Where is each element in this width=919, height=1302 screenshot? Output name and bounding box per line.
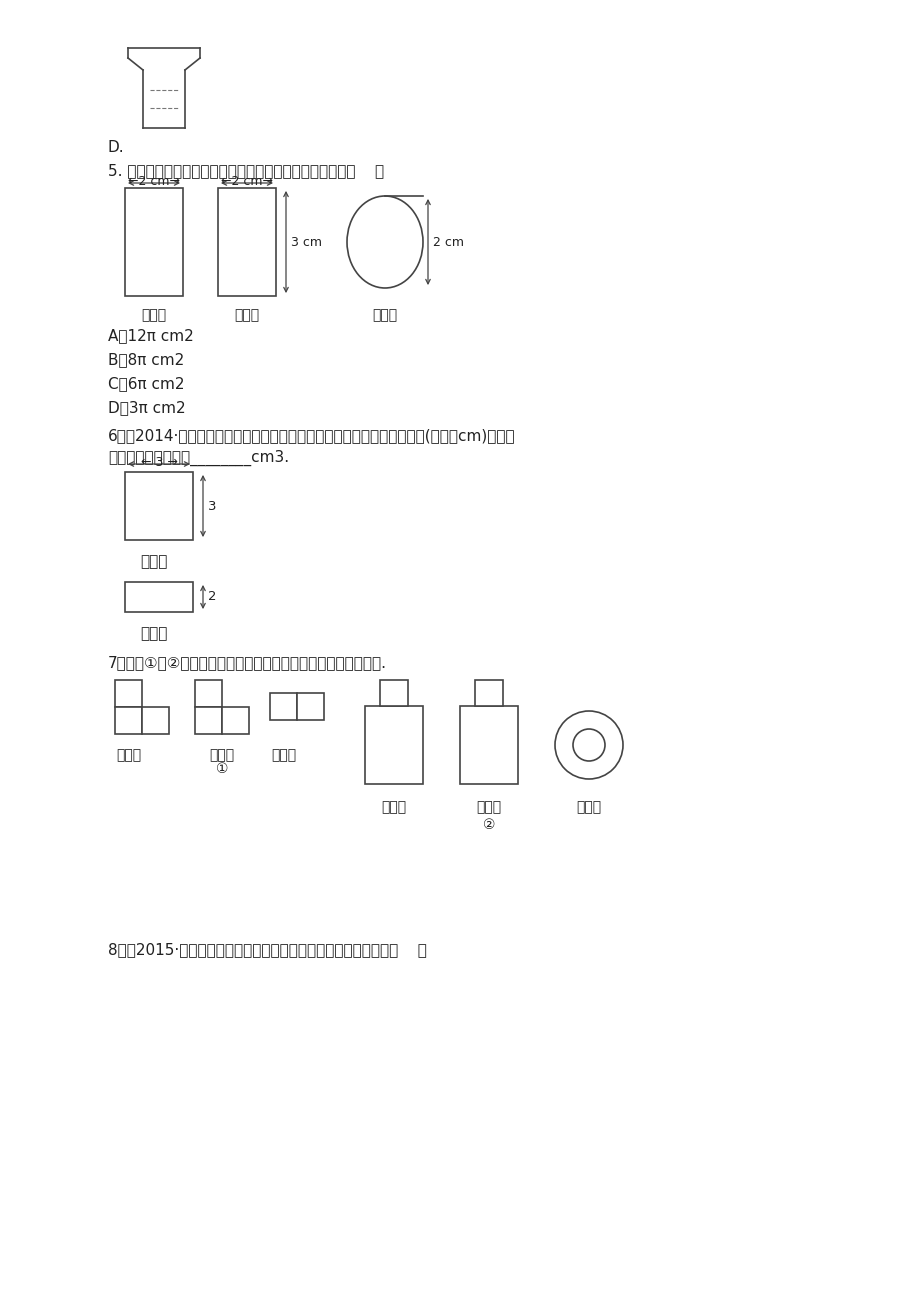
Text: ②: ②	[482, 818, 494, 832]
Bar	[125, 473, 193, 540]
Text: ←2 cm→: ←2 cm→	[221, 174, 273, 187]
Bar	[297, 693, 323, 720]
Text: 左视图: 左视图	[476, 799, 501, 814]
Bar	[460, 706, 517, 784]
Text: 俯视图: 俯视图	[576, 799, 601, 814]
Bar	[269, 693, 297, 720]
Text: 2: 2	[208, 591, 216, 604]
Text: ①: ①	[216, 762, 228, 776]
Text: 6．（2014·扬州）如图，这是一个长方体的主视图与俧视图，由图示数据(单位：cm)可以得: 6．（2014·扬州）如图，这是一个长方体的主视图与俧视图，由图示数据(单位：c…	[108, 428, 515, 443]
Bar	[195, 707, 221, 734]
Bar	[218, 187, 276, 296]
Text: B．8π cm2: B．8π cm2	[108, 352, 184, 367]
Text: 左视图: 左视图	[234, 309, 259, 322]
Text: 主视图: 主视图	[142, 309, 166, 322]
Bar	[142, 707, 169, 734]
Text: 7．如图①、②分别是两个几何体的三视图，试画出这两个几何体.: 7．如图①、②分别是两个几何体的三视图，试画出这两个几何体.	[108, 655, 387, 671]
Text: 主视图: 主视图	[116, 749, 141, 762]
Text: ← 3 →: ← 3 →	[141, 456, 177, 469]
Text: ←2 cm→: ←2 cm→	[128, 174, 180, 187]
Bar	[221, 707, 249, 734]
Text: D.: D.	[108, 141, 124, 155]
Bar	[125, 187, 183, 296]
Text: 3 cm: 3 cm	[290, 236, 322, 249]
Text: D．3π cm2: D．3π cm2	[108, 400, 186, 415]
Bar	[125, 582, 193, 612]
Text: 出该长方体的体积是________cm3.: 出该长方体的体积是________cm3.	[108, 450, 289, 466]
Text: 8．（2015·孝感）如图是一个几何体的三视图，则这个几何体是（    ）: 8．（2015·孝感）如图是一个几何体的三视图，则这个几何体是（ ）	[108, 943, 426, 957]
Text: 3: 3	[208, 500, 216, 513]
Bar	[380, 680, 407, 706]
Text: C．6π cm2: C．6π cm2	[108, 376, 185, 391]
Text: 主视图: 主视图	[381, 799, 406, 814]
Text: 俯视图: 俯视图	[270, 749, 296, 762]
Bar	[365, 706, 423, 784]
Bar	[195, 680, 221, 707]
Text: 左视图: 左视图	[210, 749, 234, 762]
Bar	[474, 680, 503, 706]
Bar	[115, 680, 142, 707]
Text: A．12π cm2: A．12π cm2	[108, 328, 194, 342]
Text: 俧视图: 俧视图	[141, 626, 167, 641]
Text: 主视图: 主视图	[141, 553, 167, 569]
Text: 俯视图: 俯视图	[372, 309, 397, 322]
Text: 5. 如图是一个几何体的三视图，则这个几何体的侧面积是（    ）: 5. 如图是一个几何体的三视图，则这个几何体的侧面积是（ ）	[108, 163, 384, 178]
Bar	[115, 707, 142, 734]
Text: 2 cm: 2 cm	[433, 236, 463, 249]
